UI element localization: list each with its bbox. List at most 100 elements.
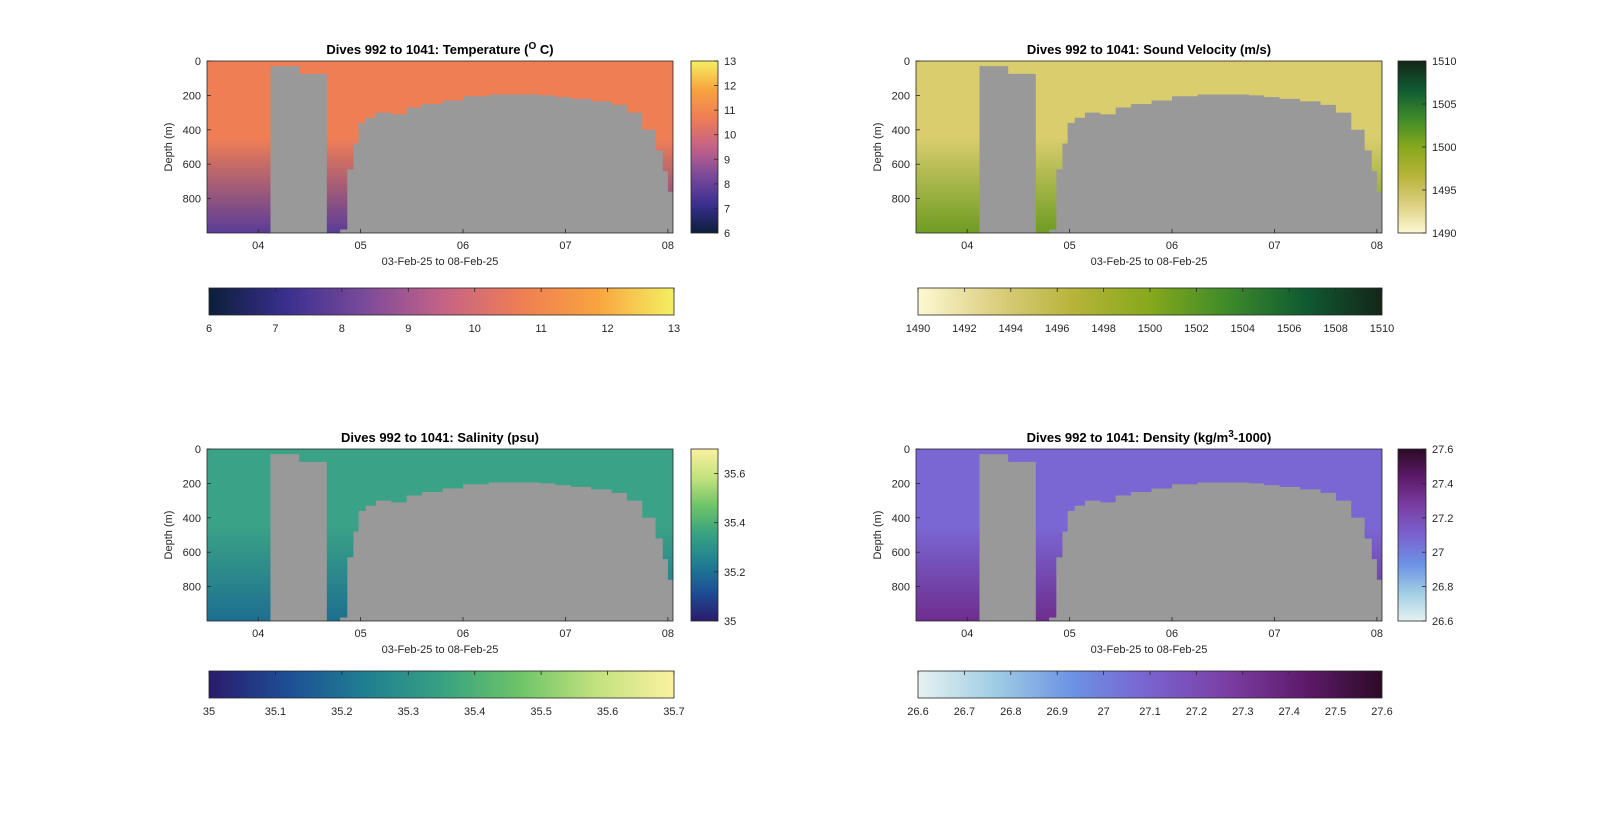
colorbar-tick-label: 35.4	[724, 518, 745, 530]
x-tick-label: 07	[1268, 240, 1280, 252]
colorbar-tick-label: 11	[724, 105, 735, 117]
colorbar-h-tick-label: 27.5	[1325, 706, 1346, 718]
y-tick-label: 400	[183, 125, 201, 137]
colorbar-tick-label: 27.6	[1432, 444, 1453, 456]
x-tick-label: 05	[355, 240, 367, 252]
colorbar-h-tick-label: 13	[668, 323, 680, 335]
y-tick-label: 400	[183, 513, 201, 525]
colorbar-tick-label: 35	[724, 616, 736, 628]
colorbar-h-tick-label: 1498	[1091, 323, 1115, 335]
colorbar-h-tick-label: 12	[601, 323, 613, 335]
colorbar-h-tick-label: 9	[405, 323, 411, 335]
no-data-region	[1049, 94, 1382, 233]
colorbar-h-tick-label: 27.4	[1278, 706, 1299, 718]
x-tick-label: 04	[961, 628, 973, 640]
y-tick-label: 600	[183, 159, 201, 171]
x-axis-label: 03-Feb-25 to 08-Feb-25	[382, 644, 499, 656]
y-tick-label: 400	[892, 125, 910, 137]
colorbar-tick-label: 27.4	[1432, 478, 1453, 490]
x-tick-label: 05	[355, 628, 367, 640]
colorbar-h-tick-label: 35.3	[398, 706, 419, 718]
colorbar-h-tick-label: 1502	[1184, 323, 1208, 335]
colorbar-tick-label: 26.8	[1432, 582, 1453, 594]
x-tick-label: 04	[252, 628, 264, 640]
chart-title: Dives 992 to 1041: Temperature (O C)	[326, 41, 553, 57]
x-tick-label: 08	[1371, 628, 1383, 640]
colorbar-h-tick-label: 8	[339, 323, 345, 335]
y-tick-label: 600	[892, 159, 910, 171]
colorbar-vertical	[690, 60, 719, 234]
colorbar-tick-label: 35.2	[724, 567, 745, 579]
y-tick-label: 600	[892, 547, 910, 559]
x-tick-label: 06	[1166, 628, 1178, 640]
axes-frame	[915, 60, 1383, 234]
colorbar-h-tick-label: 35.1	[265, 706, 286, 718]
colorbar-tick-label: 13	[724, 56, 736, 68]
x-tick-label: 07	[1268, 628, 1280, 640]
x-tick-label: 08	[1371, 240, 1383, 252]
x-tick-label: 06	[457, 628, 469, 640]
panel-1: Dives 992 to 1041: Temperature (O C) 0 200…	[163, 41, 736, 335]
y-axis-label: Depth (m)	[872, 511, 884, 560]
y-tick-label: 200	[892, 90, 910, 102]
y-axis-label: Depth (m)	[163, 123, 175, 172]
colorbar-h-tick-label: 1494	[999, 323, 1023, 335]
colorbar-h-tick-label: 7	[272, 323, 278, 335]
colorbar-h-tick-label: 35.2	[331, 706, 352, 718]
colorbar-tick-label: 1510	[1432, 56, 1456, 68]
colorbar-horizontal	[208, 287, 675, 316]
x-tick-label: 06	[1166, 240, 1178, 252]
colorbar-tick-label: 1500	[1432, 142, 1456, 154]
axes-frame	[915, 448, 1383, 622]
x-tick-label: 05	[1064, 628, 1076, 640]
y-tick-label: 0	[195, 56, 201, 68]
colorbar-h-tick-label: 35.7	[663, 706, 684, 718]
colorbar-horizontal	[917, 287, 1383, 316]
colorbar-tick-label: 9	[724, 154, 730, 166]
y-axis-label: Depth (m)	[872, 123, 884, 172]
colorbar-tick-label: 26.6	[1432, 616, 1453, 628]
colorbar-h-tick-label: 26.7	[954, 706, 975, 718]
chart-title: Dives 992 to 1041: Salinity (psu)	[341, 430, 539, 445]
x-tick-label: 07	[559, 628, 571, 640]
no-data-region	[340, 482, 673, 621]
colorbar-h-tick-label: 1504	[1231, 323, 1255, 335]
colorbar-tick-label: 7	[724, 203, 730, 215]
panel-2: Dives 992 to 1041: Sound Velocity (m/s) 0…	[872, 42, 1456, 335]
colorbar-h-tick-label: 27.6	[1371, 706, 1392, 718]
no-data-region	[340, 94, 673, 233]
x-tick-label: 08	[662, 628, 674, 640]
colorbar-tick-label: 10	[724, 130, 736, 142]
no-data-region	[979, 454, 1036, 621]
colorbar-tick-label: 35.6	[724, 469, 745, 481]
colorbar-h-tick-label: 35.4	[464, 706, 485, 718]
chart-title: Dives 992 to 1041: Sound Velocity (m/s)	[1027, 42, 1271, 57]
panel-4: Dives 992 to 1041: Density (kg/m3-1000) 0…	[872, 429, 1453, 718]
y-tick-label: 800	[183, 194, 201, 206]
colorbar-h-tick-label: 35.6	[597, 706, 618, 718]
no-data-region	[1049, 482, 1382, 621]
axes-frame	[206, 448, 674, 622]
colorbar-h-tick-label: 1500	[1138, 323, 1162, 335]
no-data-region	[270, 454, 327, 621]
x-axis-label: 03-Feb-25 to 08-Feb-25	[382, 256, 499, 268]
colorbar-h-tick-label: 10	[469, 323, 481, 335]
x-axis-label: 03-Feb-25 to 08-Feb-25	[1091, 644, 1208, 656]
x-tick-label: 07	[559, 240, 571, 252]
y-tick-label: 200	[183, 90, 201, 102]
colorbar-h-tick-label: 27	[1097, 706, 1109, 718]
colorbar-h-tick-label: 35.5	[530, 706, 551, 718]
axes-frame	[206, 60, 674, 234]
x-axis-label: 03-Feb-25 to 08-Feb-25	[1091, 256, 1208, 268]
y-tick-label: 0	[904, 56, 910, 68]
colorbar-tick-label: 6	[724, 228, 730, 240]
colorbar-h-tick-label: 26.9	[1046, 706, 1067, 718]
colorbar-h-tick-label: 27.2	[1186, 706, 1207, 718]
colorbar-h-tick-label: 1508	[1323, 323, 1347, 335]
colorbar-h-tick-label: 1506	[1277, 323, 1301, 335]
colorbar-tick-label: 27.2	[1432, 513, 1453, 525]
no-data-region	[979, 66, 1036, 233]
y-tick-label: 800	[892, 582, 910, 594]
colorbar-h-tick-label: 27.1	[1139, 706, 1160, 718]
chart-title: Dives 992 to 1041: Density (kg/m3-1000)	[1027, 429, 1272, 445]
